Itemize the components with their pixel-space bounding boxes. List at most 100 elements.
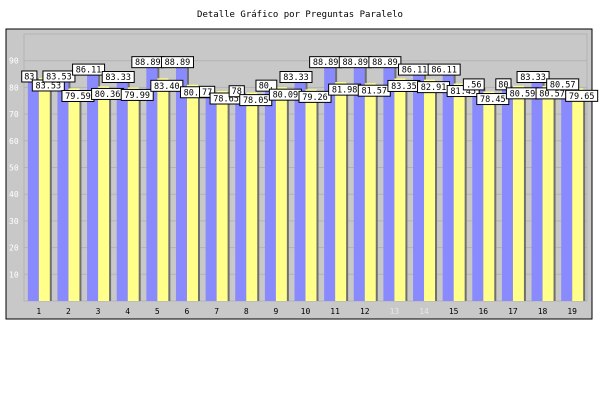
data-label-series-1-15: 86.11 [427, 63, 461, 76]
data-label-text: 83.33 [520, 73, 546, 83]
bar-series-2-18 [542, 85, 554, 301]
data-label-box [462, 78, 485, 91]
data-label-text: 88.89 [135, 58, 161, 68]
data-label-text: 88.89 [313, 58, 339, 68]
data-label-text: 83.33 [283, 73, 309, 83]
bar-series-1-19 [561, 85, 573, 301]
data-label-box [427, 63, 461, 76]
bar-series-2-1 [38, 77, 50, 301]
bar-series-2-11 [335, 82, 347, 301]
x-tick-label-12: 12 [360, 307, 370, 316]
x-tick-label-13: 13 [390, 307, 400, 316]
x-axis: 1 2 3 4 5 6 7 8 9 10 11 12 13 14 15 16 17 18 19 [36, 307, 577, 316]
data-label-text: 80.59 [510, 89, 536, 99]
data-label-text: .56 [466, 80, 481, 90]
data-label-series-1-10: 83.33 [279, 71, 313, 84]
data-label-series-1-14: 86.11 [398, 63, 432, 76]
x-tick-label-3: 3 [96, 307, 101, 316]
data-label-series-2-4: 79.99 [120, 88, 154, 101]
x-tick-label-1: 1 [36, 307, 41, 316]
data-label-series-1-4: 83.33 [101, 71, 135, 84]
data-label-text: 79.26 [302, 93, 328, 103]
data-label-text: 79.65 [569, 92, 595, 102]
data-label-text: 79.99 [124, 91, 150, 101]
data-label-text: 78.45 [480, 95, 506, 105]
data-label-box [228, 85, 245, 98]
x-tick-label-9: 9 [273, 307, 278, 316]
bar-series-2-4 [127, 87, 139, 301]
y-tick-label: 30 [9, 217, 19, 226]
data-label-series-1-5: 88.89 [131, 56, 165, 69]
data-label-series-2-16: 78.45 [476, 93, 510, 106]
bar-series-2-17 [512, 85, 524, 301]
bar-series-2-19 [572, 88, 584, 301]
x-tick-label-5: 5 [155, 307, 160, 316]
data-label-series-2-5: 83.40 [150, 79, 184, 92]
data-label-box [255, 79, 278, 92]
data-label-series-2-2: 79.59 [61, 89, 95, 102]
data-label-box [279, 71, 313, 84]
bar-series-1-1 [27, 77, 39, 301]
data-label-series-1-6: 88.89 [160, 56, 194, 69]
data-label-series-1-9: 80. [255, 79, 278, 92]
y-tick-label: 60 [9, 137, 19, 146]
x-tick-label-18: 18 [538, 307, 548, 316]
data-label-text: 78.05 [243, 96, 269, 106]
data-label-series-1-16: .56 [462, 78, 485, 91]
bar-series-2-9 [275, 87, 287, 301]
bar-series-1-12 [353, 63, 365, 302]
data-label-text: 80.36 [95, 90, 121, 100]
data-label-text: 78 [232, 87, 242, 97]
data-label-box [101, 71, 135, 84]
bar-series-1-9 [264, 87, 276, 301]
data-label-box [495, 78, 512, 91]
data-label-text: 88.89 [165, 58, 191, 68]
data-label-box [368, 56, 402, 69]
data-label-box [72, 63, 106, 76]
data-label-series-2-19: 79.65 [565, 89, 599, 102]
x-tick-label-17: 17 [508, 307, 518, 316]
y-tick-label: 80 [9, 83, 19, 92]
data-label-text: 86.11 [402, 66, 428, 76]
y-tick-label: 50 [9, 164, 19, 173]
bar-series-2-13 [394, 78, 406, 301]
data-label-box [199, 85, 216, 98]
y-tick-label: 70 [9, 110, 19, 119]
data-label-series-1-18: 83.33 [516, 71, 550, 84]
x-tick-label-4: 4 [125, 307, 130, 316]
bar-series-2-6 [186, 84, 198, 301]
bars [27, 63, 586, 302]
data-label-series-2-8: 78.05 [239, 94, 273, 107]
x-tick-label-16: 16 [478, 307, 488, 316]
data-label-text: 83.53 [46, 72, 72, 82]
x-tick-label-11: 11 [330, 307, 340, 316]
data-label-text: 80.09 [273, 91, 299, 101]
y-tick-label: 20 [9, 244, 19, 253]
x-tick-label-8: 8 [244, 307, 249, 316]
bar-series-1-4 [116, 78, 128, 301]
y-tick-label: 40 [9, 190, 19, 199]
bar-series-2-3 [98, 86, 110, 301]
bar-series-2-10 [305, 89, 317, 302]
x-tick-label-19: 19 [567, 307, 577, 316]
data-label-text: 86.11 [431, 66, 457, 76]
data-label-series-2-10: 79.26 [298, 90, 332, 103]
data-label-box [565, 89, 599, 102]
data-label-series-1-1: 83 [21, 70, 38, 83]
x-tick-label-6: 6 [185, 307, 190, 316]
data-label-series-1-19: 80.57 [546, 78, 580, 91]
x-tick-label-10: 10 [301, 307, 311, 316]
bar-series-2-16 [483, 91, 495, 301]
data-label-box [120, 88, 154, 101]
data-label-series-2-17: 80.59 [505, 87, 539, 100]
data-label-text: 83.33 [105, 73, 131, 83]
data-label-text: 77 [202, 88, 212, 98]
data-label-text: 80.57 [539, 89, 565, 99]
bar-series-2-14 [424, 79, 436, 301]
data-label-text: 81.57 [361, 87, 387, 97]
data-label-text: 83 [24, 72, 34, 82]
bar-series-1-7 [205, 93, 217, 302]
data-label-series-2-9: 80.09 [268, 88, 302, 101]
data-label-series-2-11: 81.98 [328, 83, 362, 96]
data-label-series-2-13: 83.35 [387, 79, 421, 92]
